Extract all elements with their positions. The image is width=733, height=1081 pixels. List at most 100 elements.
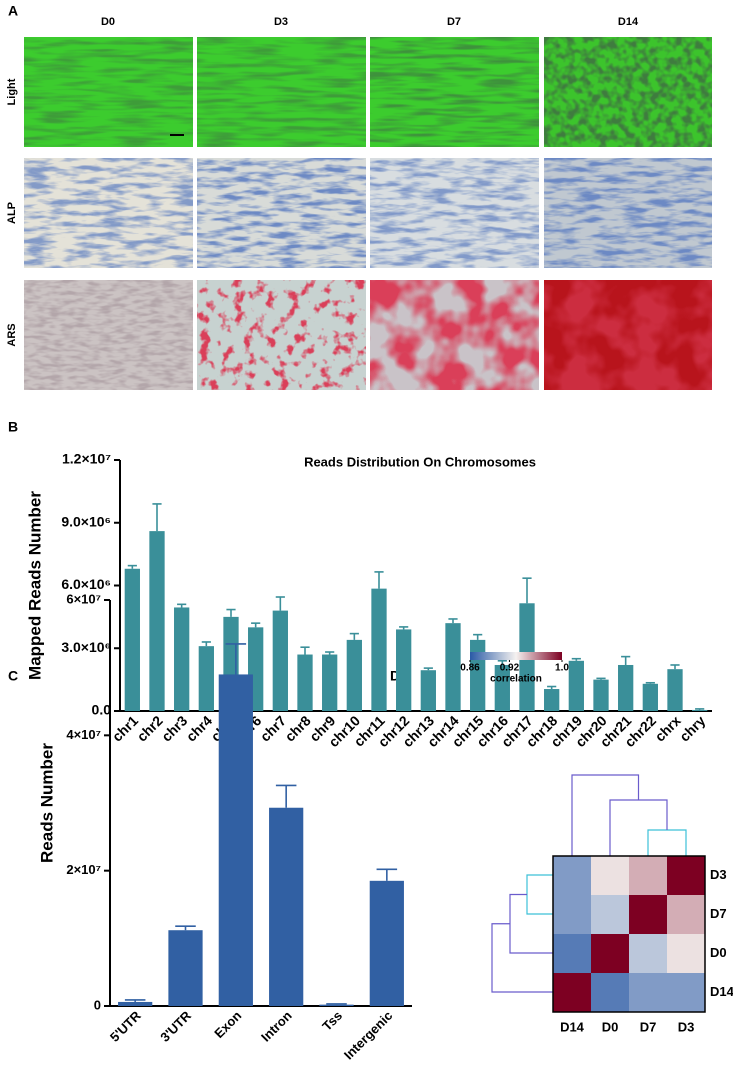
y-tick-label: 0.0 [92,702,112,718]
dendrogram-branch [647,829,687,856]
texture [544,37,712,147]
colorbar-tick-label: 0.92 [500,663,520,674]
heatmap-cell [629,973,667,1012]
bar [568,660,584,711]
y-axis-label: Mapped Reads Number [25,491,44,680]
column-label: D14 [560,1019,585,1034]
bar [198,646,214,711]
x-tick-label: Intron [258,1008,295,1045]
y-tick-label: 2×10⁷ [66,862,101,877]
heatmap-cell [591,895,629,934]
bar [174,607,190,711]
x-tick-label: chry [676,712,708,744]
x-tick-label: chr3 [158,712,190,744]
bar [322,654,338,711]
bar [124,568,140,711]
row-label: Light [6,78,18,105]
column-label: D0 [101,16,115,28]
x-tick-label: chrx [652,712,684,744]
bar [168,930,203,1006]
y-tick-label: 6.0×10⁶ [61,576,111,592]
heatmap-cell [553,895,591,934]
texture [370,158,539,268]
heatmap-cell [667,934,705,973]
dendrogram-branch [509,893,553,954]
bar [593,679,609,711]
row-label: D0 [710,945,727,960]
x-tick-label: chr4 [183,712,215,744]
heatmap-cell [591,973,629,1012]
heatmap-cell [629,856,667,895]
heatmap-cell [553,973,591,1012]
x-tick-label: Intergenic [341,1008,396,1063]
bar [642,683,658,711]
bar [420,670,436,711]
bar [346,639,362,711]
heatmap-cell [553,934,591,973]
texture [197,158,366,268]
heatmap-cell [667,895,705,934]
colorbar [470,652,562,660]
row-label: D3 [710,867,727,882]
x-tick-label: chr8 [282,712,314,744]
bar [692,709,708,711]
panel-label: B [8,419,18,435]
heatmap-cell [553,856,591,895]
heatmap-cell [629,934,667,973]
texture [24,158,193,268]
texture [370,280,539,390]
bar [272,610,288,711]
x-tick-label: Exon [211,1008,244,1041]
colorbar-label: correlation [490,674,542,685]
bar [118,1001,153,1006]
bar [618,664,634,711]
dendrogram-branch [571,774,640,856]
x-tick-label: 3'UTR [157,1008,194,1045]
heatmap-cell [591,856,629,895]
colorbar-tick-label: 1.0 [555,663,569,674]
texture [197,280,366,390]
texture [544,158,712,268]
y-tick-label: 3.0×10⁶ [61,639,111,655]
dendrogram-branch [526,874,553,915]
micrograph-grid [24,37,712,390]
bar [396,629,412,711]
heatmap-cell [629,895,667,934]
texture [544,280,712,390]
row-label: D7 [710,906,727,921]
texture [370,37,539,147]
row-label: ALP [6,202,18,224]
heatmap-cell [591,934,629,973]
panel-label: A [8,3,18,19]
bar [269,807,304,1006]
row-label: D14 [710,984,733,999]
heatmap-cell [667,973,705,1012]
column-label: D7 [640,1019,657,1034]
heatmap-cell [667,856,705,895]
row-label: ARS [6,323,18,346]
bar [470,639,486,711]
bar [445,623,461,711]
texture [24,280,193,390]
x-tick-label: Tss [319,1008,345,1034]
y-tick-label: 1.2×10⁷ [62,451,111,467]
panel-label: D [390,668,400,684]
scale-bar [170,134,184,136]
column-label: D14 [618,16,639,28]
panel-label: C [8,668,18,684]
bar [218,674,253,1006]
y-tick-label: 0 [94,997,101,1012]
dendrogram-branch [491,923,553,993]
column-label: D3 [274,16,288,28]
bar [149,531,165,711]
bar [667,669,683,711]
bar [319,1004,354,1006]
heatmap-border [552,855,706,1013]
x-tick-label: chr1 [109,712,141,744]
x-tick-label: 5'UTR [107,1008,144,1045]
bar [369,880,404,1006]
y-tick-label: 9.0×10⁶ [61,513,111,529]
dendrogram-branch [609,799,668,856]
bar [371,588,387,711]
